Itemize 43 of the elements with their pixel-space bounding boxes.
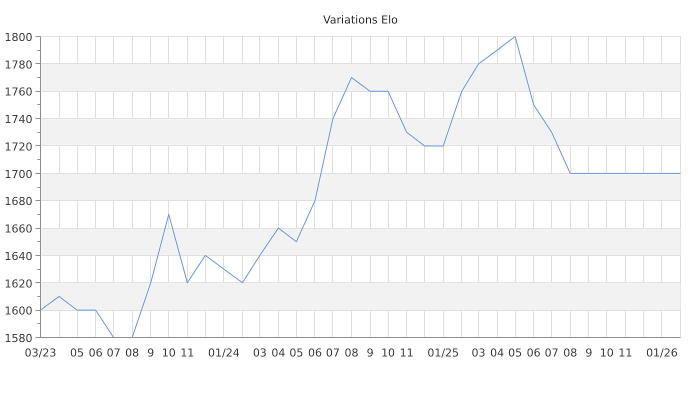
x-tick-label: 06 (526, 346, 541, 360)
y-tick-label: 1720 (4, 140, 33, 154)
x-tick-label: 08 (125, 346, 140, 360)
x-tick-label: 06 (88, 346, 103, 360)
y-tick-label: 1760 (4, 86, 33, 99)
x-tick-label: 11 (400, 346, 414, 360)
x-tick-label: 11 (180, 346, 194, 360)
x-tick-label: 08 (344, 346, 359, 360)
x-tick-label: 05 (289, 346, 304, 360)
x-tick-label: 08 (563, 346, 578, 360)
x-tick-label: 04 (271, 346, 286, 360)
y-tick-label: 1680 (4, 195, 33, 208)
y-tick-label: 1580 (4, 332, 33, 345)
x-tick-label: 10 (162, 346, 176, 360)
x-tick-label: 10 (600, 346, 614, 360)
x-tick-label: 9 (147, 346, 154, 360)
x-tick-label: 03/23 (24, 346, 56, 360)
y-tick-label: 1800 (4, 31, 33, 44)
x-tick-label: 03 (472, 346, 486, 360)
x-tick-label: 01/26 (646, 346, 678, 360)
x-tick-label: 03 (252, 346, 267, 360)
y-tick-label: 1660 (4, 222, 33, 236)
line-series (40, 36, 680, 338)
x-tick-label: 05 (70, 346, 84, 360)
x-tick-label: 9 (585, 346, 592, 360)
x-tick-label: 01/24 (208, 346, 240, 360)
y-tick-label: 1780 (4, 58, 33, 72)
x-tick-label: 07 (106, 346, 121, 360)
y-tick-label: 1640 (4, 250, 33, 263)
x-tick-label: 06 (308, 346, 322, 360)
x-tick-label: 07 (544, 346, 559, 360)
x-tick-label: 9 (366, 346, 374, 360)
x-tick-label: 04 (490, 346, 504, 360)
y-tick-label: 1700 (4, 168, 33, 181)
y-tick-label: 1620 (4, 277, 33, 290)
x-tick-label: 01/25 (427, 346, 460, 360)
y-tick-label: 1740 (4, 113, 33, 126)
x-tick-label: 10 (381, 346, 396, 360)
x-tick-label: 05 (508, 346, 522, 360)
x-tick-label: 07 (326, 346, 340, 360)
chart-title: Variations Elo (323, 14, 398, 26)
x-tick-label: 11 (618, 346, 632, 360)
y-tick-label: 1600 (4, 304, 33, 318)
